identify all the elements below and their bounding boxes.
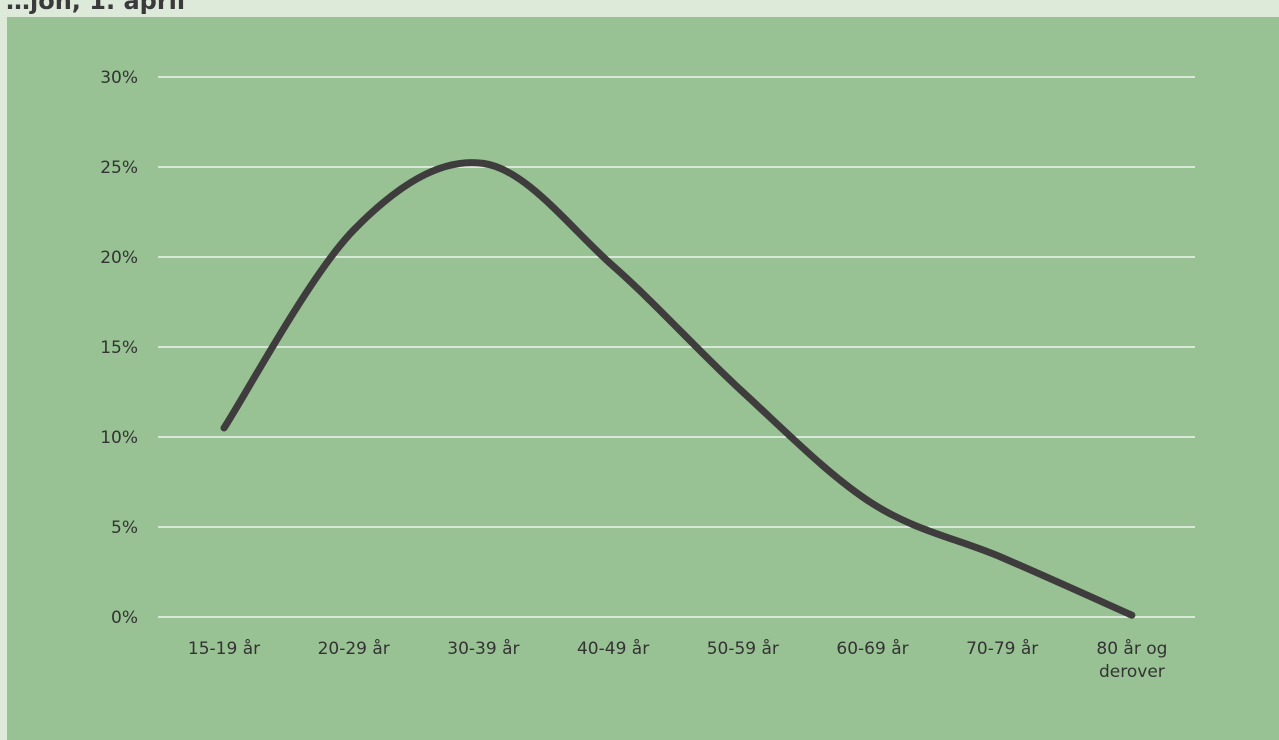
x-tick-label: 40-49 år xyxy=(577,638,649,659)
y-tick-label: 5% xyxy=(111,518,138,538)
series-line-0 xyxy=(220,159,1136,619)
x-axis: 15-19 år 20-29 år 30-39 år 40-49 år 50-59 år… xyxy=(188,638,1168,682)
gridlines xyxy=(158,76,1195,618)
y-tick-label: 20% xyxy=(100,248,138,268)
x-tick-label: 20-29 år xyxy=(318,638,390,659)
x-tick-label: 50-59 år xyxy=(707,638,779,659)
y-tick-label: 15% xyxy=(100,338,138,358)
chart-panel: 0% 5% 10% 15% 20% 25% 30% 15-19 år 20-29 år 30-3… xyxy=(7,17,1279,740)
y-tick-label: 30% xyxy=(100,68,138,88)
x-tick-label: 15-19 år xyxy=(188,638,260,659)
line-chart: 0% 5% 10% 15% 20% 25% 30% 15-19 år 20-29 år 30-3… xyxy=(100,68,1195,682)
title-strip: …jon, 1. april xyxy=(0,0,1279,17)
x-tick-label: 30-39 år xyxy=(447,638,519,659)
series-layer xyxy=(220,159,1136,619)
y-tick-label: 25% xyxy=(100,158,138,178)
y-tick-label: 10% xyxy=(100,428,138,448)
x-tick-label: 80 år og derover xyxy=(1096,638,1167,682)
chart-title-fragment: …jon, 1. april xyxy=(6,0,186,15)
x-tick-label: 60-69 år xyxy=(836,638,908,659)
y-tick-label: 0% xyxy=(111,608,138,628)
y-axis: 0% 5% 10% 15% 20% 25% 30% xyxy=(100,68,138,628)
x-tick-label: 70-79 år xyxy=(966,638,1038,659)
